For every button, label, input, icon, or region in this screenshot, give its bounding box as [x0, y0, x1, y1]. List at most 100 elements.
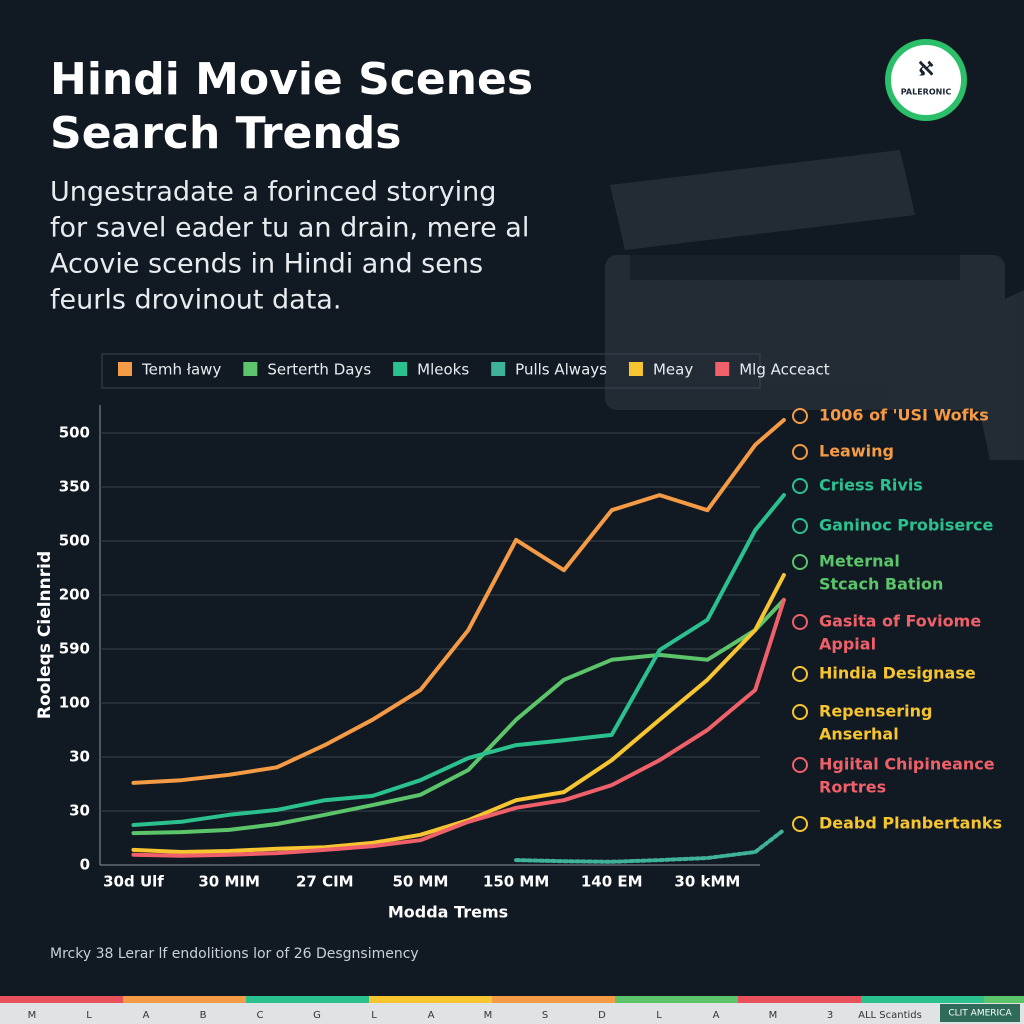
- footer-right: ALL Scantids: [858, 1010, 922, 1021]
- footer-letter: M: [28, 1010, 37, 1021]
- footer-letter: C: [257, 1010, 264, 1021]
- legend-swatch: [491, 362, 506, 376]
- footer-letter: A: [143, 1010, 150, 1021]
- annotation-icon: [792, 614, 808, 630]
- footer-stripe: [246, 996, 370, 1003]
- annotation-icon: [792, 704, 808, 720]
- title-line: Search Trends: [50, 108, 401, 159]
- y-tick-label: 200: [59, 586, 90, 604]
- legend-swatch: [393, 362, 408, 376]
- y-axis-title: Rooleqs Cielnnrid: [35, 551, 55, 719]
- footer-letter: M: [484, 1010, 493, 1021]
- legend-label: Meay: [653, 361, 693, 379]
- y-tick-label: 350: [59, 478, 90, 496]
- footnote: Mrcky 38 Lerar lf endolitions lor of 26 …: [50, 946, 419, 962]
- footer-letter: M: [769, 1010, 778, 1021]
- x-tick-label: 30 MIM: [198, 873, 260, 891]
- y-tick-label: 30: [69, 802, 90, 820]
- title-line: Hindi Movie Scenes: [50, 54, 533, 105]
- footer-stripe: [123, 996, 247, 1003]
- annotation-text: 1006 of 'USI Wofks: [819, 406, 989, 425]
- y-tick-label: 100: [59, 694, 90, 712]
- footer-stripe: [861, 996, 985, 1003]
- series-line: [131, 493, 786, 827]
- legend-swatch: [628, 362, 643, 376]
- annotation-text: Anserhal: [819, 725, 899, 744]
- annotation-text: Leawing: [819, 442, 894, 461]
- logo-text: PALERONIC: [901, 88, 952, 97]
- annotation-text: Ganinoc Probiserce: [819, 516, 994, 535]
- annotation-icon: [792, 666, 808, 682]
- series-line: [131, 597, 786, 858]
- footer-stripe: [615, 996, 739, 1003]
- annotation-icon: [792, 757, 808, 773]
- footer-letter: S: [542, 1010, 548, 1021]
- annotation-text: Appial: [819, 635, 876, 654]
- legend-label: Serterth Days: [267, 361, 371, 379]
- legend-swatch: [243, 362, 258, 376]
- series-line: [131, 597, 786, 836]
- footer-letter: L: [86, 1010, 92, 1021]
- x-tick-label: 27 CIM: [296, 873, 354, 891]
- annotation-icon: [792, 816, 808, 832]
- footer-letter: L: [371, 1010, 377, 1021]
- legend-swatch: [715, 362, 730, 376]
- footer-letter: B: [200, 1010, 207, 1021]
- footer-stripe: [738, 996, 862, 1003]
- annotation-icon: [792, 518, 808, 534]
- legend-label: Mleoks: [417, 361, 469, 379]
- y-tick-label: 500: [59, 424, 90, 442]
- annotation-icon: [792, 554, 808, 570]
- footer-letter: A: [713, 1010, 720, 1021]
- annotation-text: Rortres: [819, 778, 886, 797]
- clapperboard-decoration: [605, 150, 1024, 460]
- footer-right: CLIT AMERICA: [948, 1009, 1012, 1019]
- legend-label: Pulls Always: [515, 361, 607, 379]
- legend-box: [101, 353, 761, 389]
- annotation-text: Meternal: [819, 552, 900, 571]
- legend-swatch: [118, 362, 132, 376]
- x-tick-label: 30d Ulf: [103, 873, 164, 891]
- annotation-icon: [792, 444, 808, 460]
- footer-stripe: [369, 996, 493, 1003]
- subtitle-line: for savel eader tu an drain, mere al: [50, 213, 529, 244]
- annotation-icon: [792, 478, 808, 494]
- x-axis-title: Modda Trems: [388, 903, 508, 922]
- annotation-text: Stcach Bation: [819, 575, 943, 594]
- logo-circle: [885, 39, 967, 121]
- annotation-text: Criess Rivis: [819, 476, 923, 495]
- footer-letter: L: [656, 1010, 662, 1021]
- x-tick-label: 50 MM: [392, 873, 448, 891]
- logo-icon: ℵ: [918, 57, 934, 81]
- x-tick-label: 30 kMM: [674, 873, 740, 891]
- footer-letter: D: [598, 1010, 606, 1021]
- annotation-text: Repensering: [819, 702, 932, 721]
- footer-stripe: [492, 996, 616, 1003]
- logo: ℵ: [885, 39, 967, 121]
- subtitle-line: Ungestradate a forinced storying: [50, 177, 496, 208]
- annotation-text: Gasita of Foviome: [819, 612, 981, 631]
- footer-badge: [940, 1004, 1020, 1022]
- y-tick-label: 500: [59, 532, 90, 550]
- footer-letter: G: [313, 1010, 321, 1021]
- subtitle-line: feurls drovinout data.: [50, 285, 341, 316]
- y-tick-label: 590: [59, 640, 90, 658]
- annotation-text: Deabd Planbertanks: [819, 814, 1002, 833]
- legend-label: Temh ławy: [141, 361, 221, 379]
- annotation-text: Hgiital Chipineance: [819, 755, 995, 774]
- footer-band: [0, 1003, 1024, 1024]
- subtitle-line: Acovie scends in Hindi and sens: [50, 249, 483, 280]
- footer-stripe: [984, 996, 1024, 1003]
- annotation-text: Hindia Designase: [819, 664, 976, 683]
- y-tick-label: 0: [80, 856, 90, 874]
- x-tick-label: 150 MM: [483, 873, 549, 891]
- y-tick-label: 30: [69, 748, 90, 766]
- footer-letter: A: [428, 1010, 435, 1021]
- series-line: [514, 827, 786, 864]
- annotation-icon: [792, 408, 808, 424]
- series-line: [131, 418, 786, 785]
- x-tick-label: 140 EM: [581, 873, 643, 891]
- footer-letter: 3: [827, 1010, 833, 1021]
